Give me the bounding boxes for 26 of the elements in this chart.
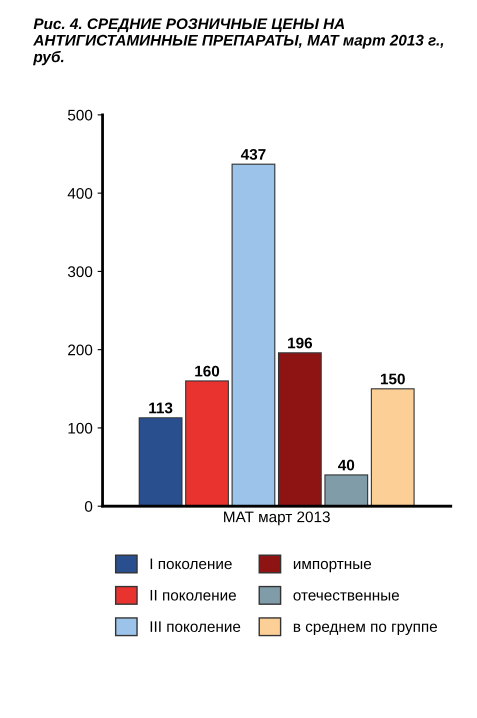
legend-label: в среднем по группе xyxy=(294,624,437,636)
legend-label: II поколение xyxy=(150,590,236,601)
legend-label: III поколение xyxy=(150,621,240,632)
data-label: 196 xyxy=(288,338,312,348)
data-label: 160 xyxy=(195,366,220,377)
x-tick-label: МАТ март 2013 xyxy=(224,511,330,526)
bar xyxy=(138,417,182,506)
y-tick-label: 200 xyxy=(68,344,92,356)
legend-label: отечественные xyxy=(293,592,400,601)
y-tick-label: 100 xyxy=(68,422,92,434)
legend-label: I поколение xyxy=(150,558,232,570)
bar xyxy=(232,164,276,506)
y-tick-label: 300 xyxy=(68,266,92,278)
bar xyxy=(278,352,322,506)
bar xyxy=(185,380,229,506)
data-label: 150 xyxy=(380,374,405,384)
y-tick-label: 500 xyxy=(68,110,92,121)
legend-label: импортные xyxy=(294,560,372,572)
data-label: 113 xyxy=(149,402,172,414)
y-tick-label: 0 xyxy=(84,501,92,512)
data-label: 40 xyxy=(338,460,354,470)
bar xyxy=(324,474,368,506)
y-tick-label: 400 xyxy=(68,188,92,199)
chart-title: Рис. 4. СРЕДНИЕ РОЗНИЧНЫЕ ЦЕНЫ НА АНТИГИСТАМИННЫЕ ПРЕПАРАТЫ, МАТ март 2013 г., руб. xyxy=(33,18,444,66)
bar xyxy=(370,388,415,506)
data-label: 437 xyxy=(240,148,266,160)
